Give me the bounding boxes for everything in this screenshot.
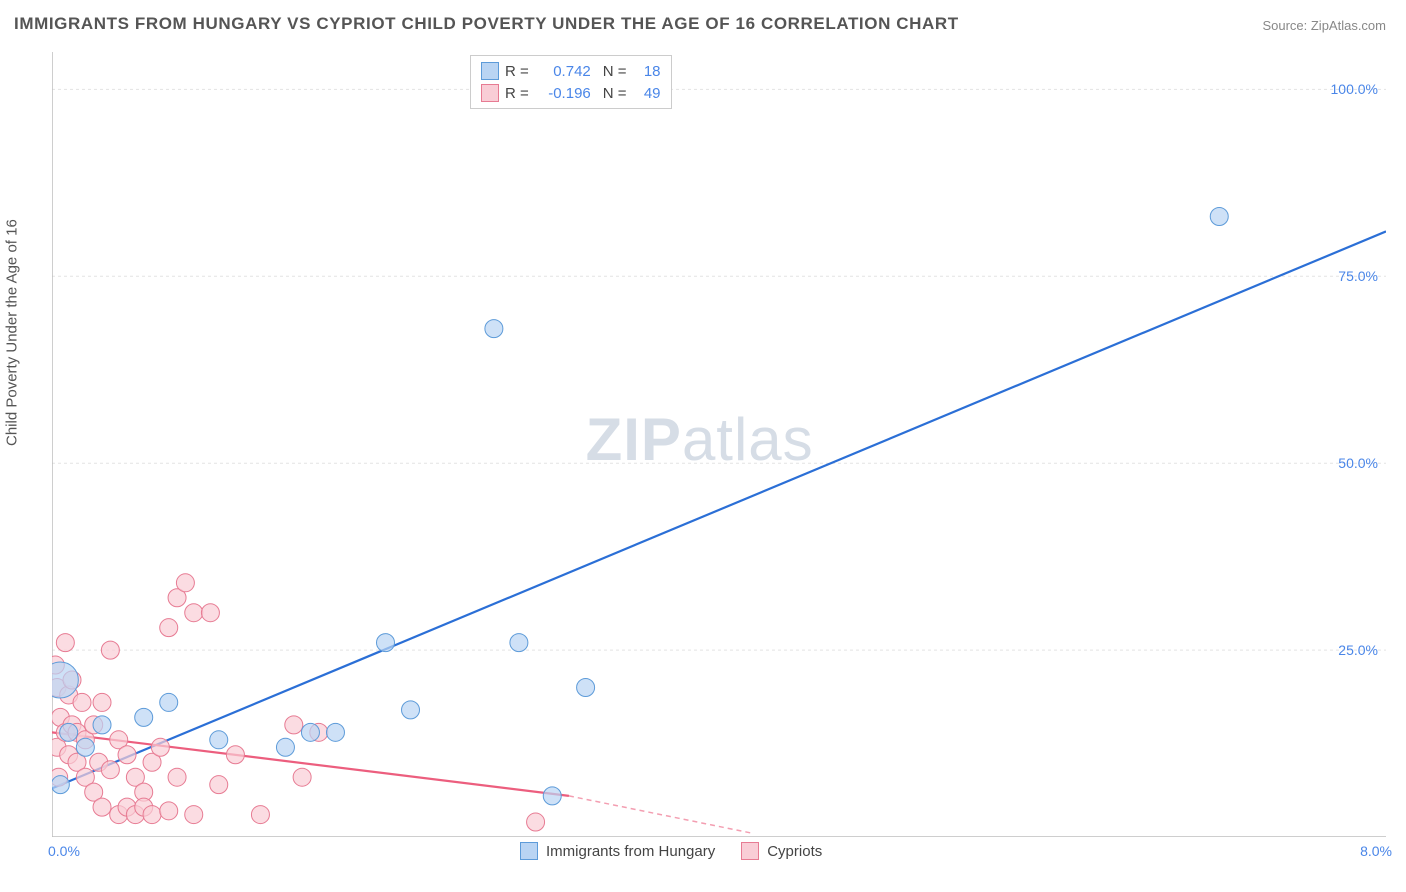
legend-r-value: 0.742 xyxy=(535,63,591,80)
y-tick-label: 25.0% xyxy=(1338,642,1378,658)
x-end-label: 8.0% xyxy=(1360,843,1392,859)
source-citation: Source: ZipAtlas.com xyxy=(1262,18,1386,33)
correlation-legend: R = 0.742 N = 18 R = -0.196 N = 49 xyxy=(470,55,672,109)
chart-title: IMMIGRANTS FROM HUNGARY VS CYPRIOT CHILD… xyxy=(14,14,959,34)
source-link[interactable]: ZipAtlas.com xyxy=(1311,18,1386,33)
series-swatch-icon xyxy=(520,842,538,860)
y-tick-label: 75.0% xyxy=(1338,268,1378,284)
watermark-bold: ZIP xyxy=(586,406,682,473)
watermark-rest: atlas xyxy=(682,406,814,473)
y-tick-label: 100.0% xyxy=(1331,81,1378,97)
legend-swatch-icon xyxy=(481,62,499,80)
chart-container: IMMIGRANTS FROM HUNGARY VS CYPRIOT CHILD… xyxy=(0,0,1406,892)
source-prefix: Source: xyxy=(1262,18,1310,33)
legend-n-value: 49 xyxy=(633,85,661,102)
y-tick-label: 50.0% xyxy=(1338,455,1378,471)
legend-r-label: R = xyxy=(505,85,529,102)
legend-swatch-icon xyxy=(481,84,499,102)
watermark: ZIPatlas xyxy=(586,405,814,474)
legend-n-value: 18 xyxy=(633,63,661,80)
series-legend: Immigrants from Hungary Cypriots xyxy=(520,842,840,860)
series-label: Immigrants from Hungary xyxy=(546,843,715,860)
legend-n-label: N = xyxy=(603,63,627,80)
legend-n-label: N = xyxy=(603,85,627,102)
series-label: Cypriots xyxy=(767,843,822,860)
series-swatch-icon xyxy=(741,842,759,860)
x-start-label: 0.0% xyxy=(48,843,80,859)
legend-r-value: -0.196 xyxy=(535,85,591,102)
legend-row: R = -0.196 N = 49 xyxy=(481,82,661,104)
legend-row: R = 0.742 N = 18 xyxy=(481,60,661,82)
legend-r-label: R = xyxy=(505,63,529,80)
y-axis-label: Child Poverty Under the Age of 16 xyxy=(4,219,21,446)
